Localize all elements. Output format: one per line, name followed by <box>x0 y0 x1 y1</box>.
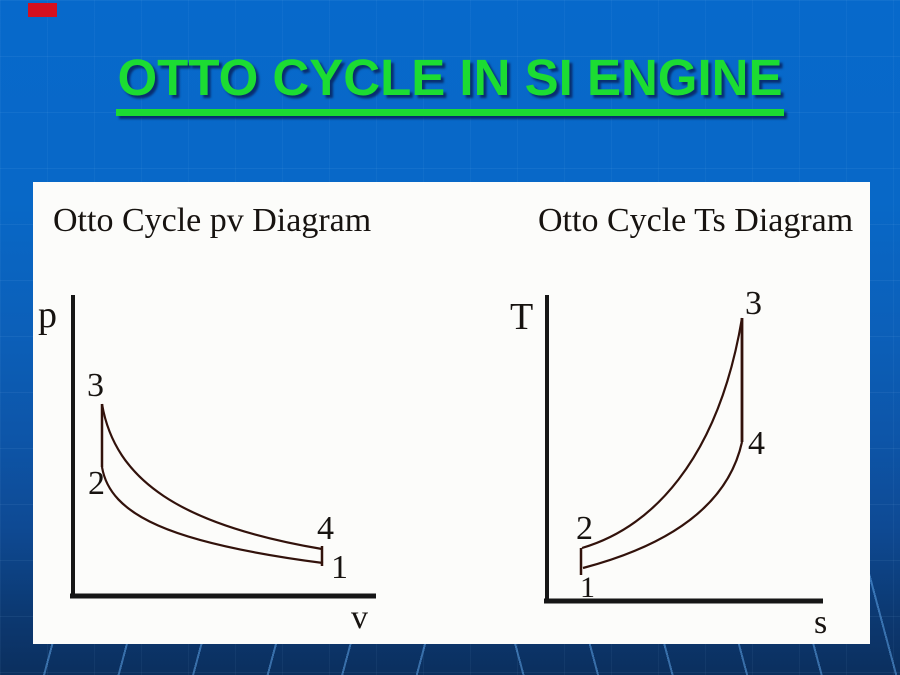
ts-state-3-label: 3 <box>745 285 762 322</box>
pv-state-2-label: 2 <box>88 465 105 502</box>
pv-x-axis-label: v <box>351 599 368 636</box>
pv-state-4-label: 4 <box>317 510 334 547</box>
pv-y-axis-label: p <box>38 294 57 336</box>
ts-state-2-label: 2 <box>576 510 593 547</box>
diagrams-canvas <box>70 295 823 604</box>
ts-y-axis-label: T <box>510 296 534 338</box>
ts-diagram-title: Otto Cycle Ts Diagram <box>538 202 854 239</box>
ts-curve-2-3 <box>581 317 744 550</box>
pv-curve-3-4 <box>100 403 323 551</box>
slide-title: OTTO CYCLE IN SI ENGINE <box>0 48 900 117</box>
pv-state-3-label: 3 <box>87 367 104 404</box>
pv-diagram-title: Otto Cycle pv Diagram <box>53 202 372 239</box>
diagrams-panel: Otto Cycle pv Diagram p v 3 2 4 1 Otto C… <box>33 182 870 644</box>
red-indicator-rectangle <box>28 3 57 17</box>
pv-curve-2-1 <box>100 466 324 565</box>
pv-state-1-label: 1 <box>331 549 348 586</box>
slide-title-text: OTTO CYCLE IN SI ENGINE <box>115 51 785 117</box>
ts-state-4-label: 4 <box>748 425 765 462</box>
ts-state-1-label: 1 <box>580 571 595 604</box>
ts-x-axis-label: s <box>814 604 828 641</box>
ts-curve-4-1 <box>582 441 744 570</box>
